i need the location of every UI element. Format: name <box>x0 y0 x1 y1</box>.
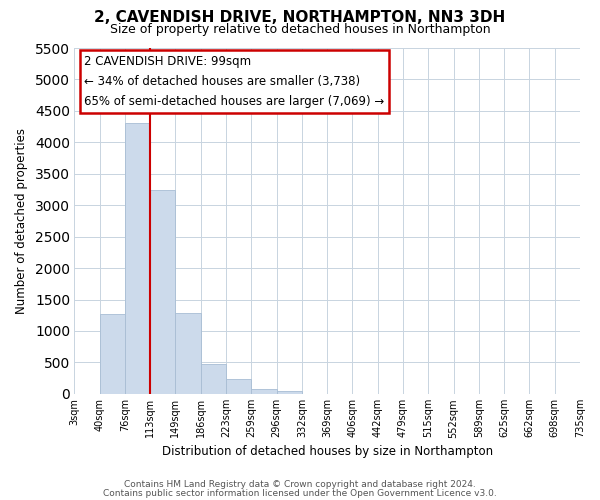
Bar <box>100 314 125 394</box>
Bar <box>226 379 251 394</box>
Bar <box>200 364 226 394</box>
Y-axis label: Number of detached properties: Number of detached properties <box>15 128 28 314</box>
X-axis label: Distribution of detached houses by size in Northampton: Distribution of detached houses by size … <box>161 444 493 458</box>
Text: 2 CAVENDISH DRIVE: 99sqm
← 34% of detached houses are smaller (3,738)
65% of sem: 2 CAVENDISH DRIVE: 99sqm ← 34% of detach… <box>85 55 385 108</box>
Bar <box>175 313 200 394</box>
Bar <box>277 390 302 394</box>
Bar <box>150 190 175 394</box>
Bar <box>251 389 277 394</box>
Text: Size of property relative to detached houses in Northampton: Size of property relative to detached ho… <box>110 22 490 36</box>
Text: Contains public sector information licensed under the Open Government Licence v3: Contains public sector information licen… <box>103 488 497 498</box>
Text: 2, CAVENDISH DRIVE, NORTHAMPTON, NN3 3DH: 2, CAVENDISH DRIVE, NORTHAMPTON, NN3 3DH <box>94 10 506 25</box>
Text: Contains HM Land Registry data © Crown copyright and database right 2024.: Contains HM Land Registry data © Crown c… <box>124 480 476 489</box>
Bar <box>125 124 150 394</box>
